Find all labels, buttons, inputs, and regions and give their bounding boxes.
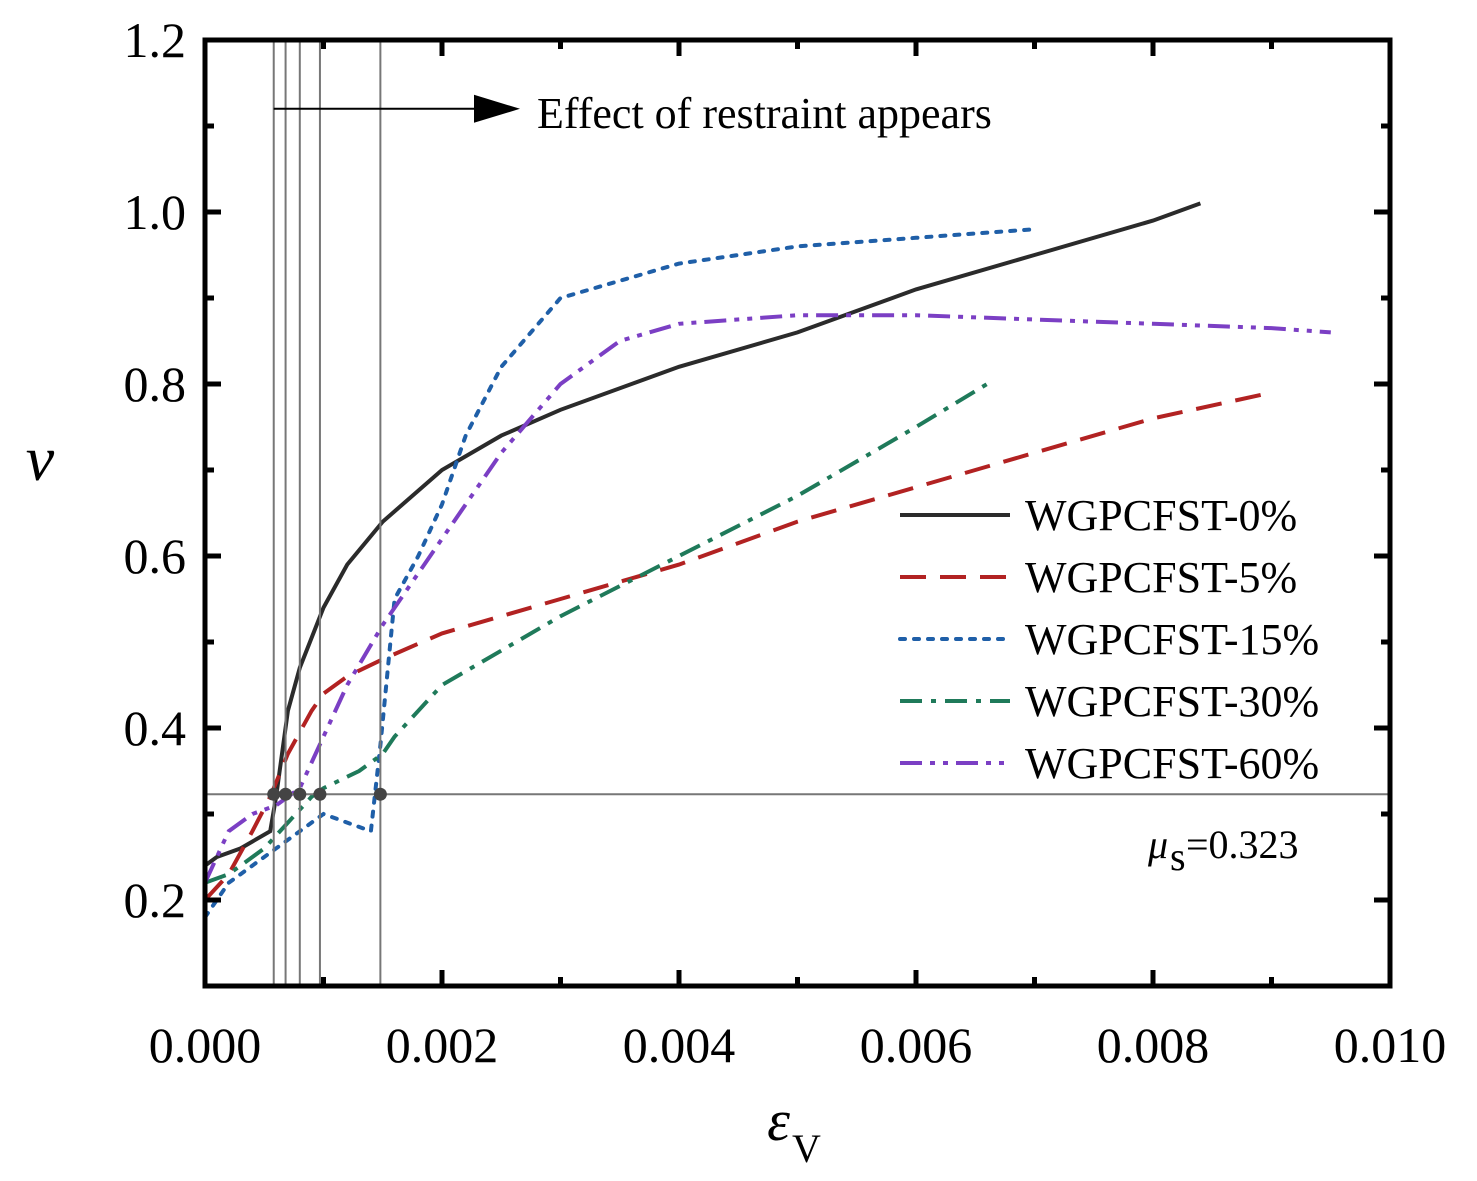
x-tick-label-1: 0.002 — [386, 1017, 499, 1073]
legend-label-4: WGPCFST-60% — [1025, 739, 1319, 788]
restraint-marker-1 — [279, 787, 293, 801]
series-layer — [205, 201, 1331, 920]
y-tick-label-1: 0.4 — [124, 700, 187, 756]
legend-label-2: WGPCFST-15% — [1025, 615, 1319, 664]
y-tick-label-2: 0.6 — [124, 528, 187, 584]
tick-layer: 0.000 0.002 0.004 0.006 0.008 0.010 0.2 0.4 0.6 0… — [124, 12, 1447, 1073]
legend-label-0: WGPCFST-0% — [1025, 491, 1297, 540]
legend-label-1: WGPCFST-5% — [1025, 553, 1297, 602]
restraint-arrow-head — [474, 94, 520, 123]
y-tick-label-0: 0.2 — [124, 872, 187, 928]
restraint-marker-4 — [373, 787, 387, 801]
x-tick-label-4: 0.008 — [1097, 1017, 1210, 1073]
guide-layer — [205, 40, 1390, 986]
series-line-0 — [205, 201, 1202, 868]
x-tick-label-2: 0.004 — [623, 1017, 736, 1073]
x-tick-label-5: 0.010 — [1334, 1017, 1447, 1073]
series-line-2 — [205, 227, 1037, 920]
x-axis-title-subscript: V — [792, 1126, 821, 1171]
mu-symbol: μ — [1147, 822, 1168, 867]
series-line-3 — [205, 382, 989, 885]
x-axis-title: ε — [767, 1088, 790, 1153]
annotation-restraint: Effect of restraint appears — [537, 89, 992, 138]
y-tick-label-3: 0.8 — [124, 356, 187, 412]
y-tick-label-5: 1.2 — [124, 12, 187, 68]
x-tick-label-3: 0.006 — [860, 1017, 973, 1073]
mu-value: =0.323 — [1186, 822, 1299, 867]
restraint-marker-3 — [313, 787, 327, 801]
legend: WGPCFST-0% WGPCFST-5% WGPCFST-15% WGPCFST-3… — [898, 491, 1319, 788]
y-axis-title: ν — [26, 423, 55, 494]
legend-label-3: WGPCFST-30% — [1025, 677, 1319, 726]
y-tick-label-4: 1.0 — [124, 184, 187, 240]
x-tick-label-0: 0.000 — [149, 1017, 262, 1073]
series-group — [205, 201, 1331, 920]
restraint-marker-0 — [267, 787, 281, 801]
mu-subscript: s — [1170, 834, 1186, 879]
restraint-marker-2 — [293, 787, 307, 801]
